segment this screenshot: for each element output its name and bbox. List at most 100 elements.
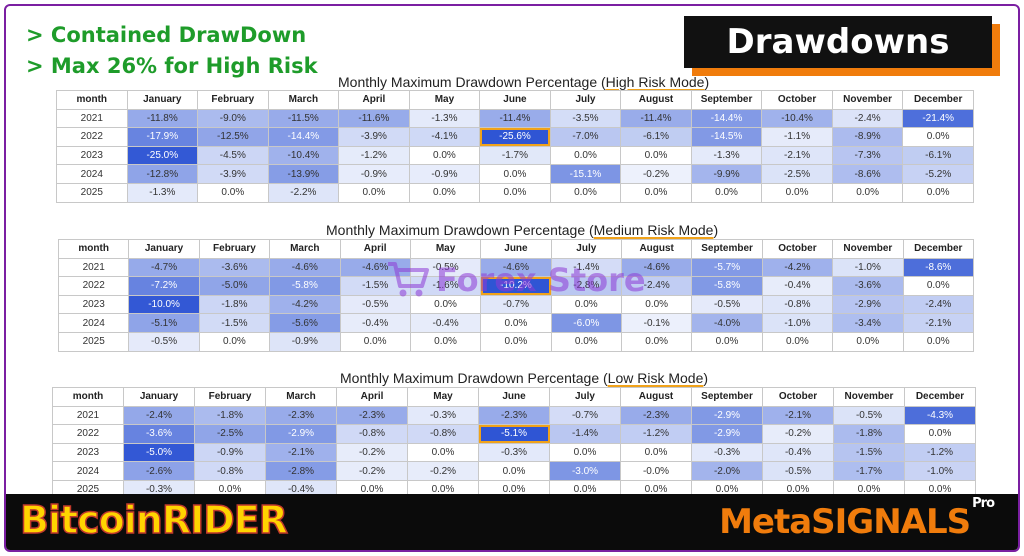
value-cell: 0.0% <box>480 313 552 333</box>
column-header-december: December <box>902 239 974 259</box>
year-cell: 2023 <box>52 442 124 463</box>
badge-label: Drawdowns <box>684 16 992 68</box>
value-cell: -1.7% <box>833 461 905 481</box>
value-cell: -11.4% <box>620 108 692 129</box>
bullet-contained-drawdown: > Contained DrawDown <box>26 23 307 47</box>
value-cell: -1.0% <box>761 313 834 333</box>
value-cell: -4.2% <box>269 294 341 315</box>
value-cell: -2.8% <box>550 276 623 296</box>
value-cell: 0.0% <box>479 164 551 184</box>
value-cell: 0.0% <box>549 182 622 203</box>
value-cell: -6.1% <box>620 127 692 147</box>
logo-pro: Pro <box>972 495 995 511</box>
value-cell: 0.0% <box>690 182 763 203</box>
value-cell: 0.0% <box>338 182 410 203</box>
year-cell: 2022 <box>57 276 130 296</box>
table-row: 2021 -11.8% -9.0% -11.5% -11.6% -1.3% -11.4% -3… <box>56 108 974 129</box>
value-cell: -1.0% <box>832 257 904 278</box>
table-row: 2021 -4.7% -3.6% -4.6% -4.6% -0.5% -4.6% -1.4% -… <box>57 257 974 278</box>
value-cell: -1.4% <box>549 424 621 444</box>
value-cell: -6.0% <box>550 313 623 333</box>
value-cell: -3.9% <box>197 164 269 184</box>
value-cell: -0.5% <box>762 461 834 481</box>
year-cell: 2024 <box>57 313 130 333</box>
value-cell: -1.3% <box>690 145 763 166</box>
value-cell: -8.6% <box>831 164 904 184</box>
value-cell: 0.0% <box>691 331 763 352</box>
watermark: Forex Store <box>386 260 646 300</box>
value-cell: -9.0% <box>197 108 269 129</box>
column-header-july: July <box>550 239 623 259</box>
value-cell: 0.0% <box>479 182 551 203</box>
value-cell: 0.0% <box>550 294 623 315</box>
value-cell: 0.0% <box>409 331 482 352</box>
value-cell: -0.3% <box>478 442 550 463</box>
year-cell: 2024 <box>56 164 128 184</box>
value-cell: -5.6% <box>269 313 341 333</box>
shopping-cart-icon <box>388 262 429 297</box>
column-header-august: August <box>620 387 692 407</box>
table-title-low-risk: Monthly Maximum Drawdown Percentage (Low… <box>340 370 708 386</box>
table-row: 2024 -5.1% -1.5% -5.6% -0.4% -0.4% 0.0% -6.0% -0… <box>57 313 974 333</box>
value-cell: 0.0% <box>407 442 479 463</box>
value-cell: -2.3% <box>478 405 550 426</box>
drawdown-table-medium-risk: month January February March April May June Jul… <box>57 239 974 352</box>
value-cell: -0.0% <box>620 461 692 481</box>
column-header-month: month <box>52 387 124 407</box>
column-header-august: August <box>620 239 693 259</box>
value-cell: -1.8% <box>194 405 266 426</box>
value-cell: 0.0% <box>832 331 904 352</box>
value-cell: -2.9% <box>691 405 763 426</box>
title-mode: High Risk Mode <box>605 74 705 90</box>
column-header-september: September <box>691 387 763 407</box>
column-header-february: February <box>197 90 269 110</box>
value-cell: -2.3% <box>620 405 692 426</box>
column-header-november: November <box>831 90 904 110</box>
value-cell: -4.2% <box>761 257 834 278</box>
value-cell: -1.2% <box>620 424 692 444</box>
value-cell: -10.4% <box>267 145 340 166</box>
column-header-month: month <box>56 90 128 110</box>
value-cell: 0.0% <box>902 182 974 203</box>
value-cell: -2.4% <box>902 294 974 315</box>
value-cell: -17.9% <box>126 127 199 147</box>
value-cell: -3.6% <box>123 424 195 444</box>
value-cell: -0.5% <box>409 257 482 278</box>
year-cell: 2021 <box>57 257 130 278</box>
value-cell: -2.0% <box>691 461 763 481</box>
value-cell: -3.5% <box>549 108 622 129</box>
value-cell: -21.4% <box>902 108 974 129</box>
value-cell: -14.4% <box>267 127 340 147</box>
value-cell: -1.2% <box>904 442 976 463</box>
value-cell: 0.0% <box>408 145 481 166</box>
table-row: 2021 -2.4% -1.8% -2.3% -2.3% -0.3% -2.3% -0.7% -… <box>52 405 976 426</box>
value-cell: -1.0% <box>904 461 976 481</box>
column-header-january: January <box>128 239 200 259</box>
value-cell: 0.0% <box>197 182 269 203</box>
value-cell: -9.9% <box>690 164 763 184</box>
value-cell: -5.2% <box>902 164 974 184</box>
bitcoinrider-logo: BitcoinRIDER <box>19 497 289 543</box>
value-cell: -2.4% <box>123 405 195 426</box>
value-cell: -2.4% <box>831 108 904 129</box>
column-header-october: October <box>761 239 834 259</box>
highlighted-value-cell: -10.2% <box>480 276 552 296</box>
value-cell: 0.0% <box>620 145 692 166</box>
value-cell: 0.0% <box>620 442 692 463</box>
value-cell: -2.4% <box>620 276 693 296</box>
value-cell: -1.5% <box>339 276 411 296</box>
value-cell: -0.9% <box>194 442 266 463</box>
value-cell: -2.9% <box>832 294 904 315</box>
value-cell: 0.0% <box>480 331 552 352</box>
bullet-list: > Contained DrawDown > Max 26% for High … <box>26 20 318 82</box>
value-cell: -0.4% <box>409 313 482 333</box>
value-cell: -3.4% <box>832 313 904 333</box>
highlighted-value-cell: -25.6% <box>479 127 551 147</box>
value-cell: -1.8% <box>198 294 271 315</box>
value-cell: -14.4% <box>690 108 763 129</box>
value-cell: -5.1% <box>128 313 200 333</box>
value-cell: -4.7% <box>128 257 200 278</box>
value-cell: -2.3% <box>336 405 408 426</box>
column-header-april: April <box>338 90 410 110</box>
year-cell: 2023 <box>56 145 128 166</box>
